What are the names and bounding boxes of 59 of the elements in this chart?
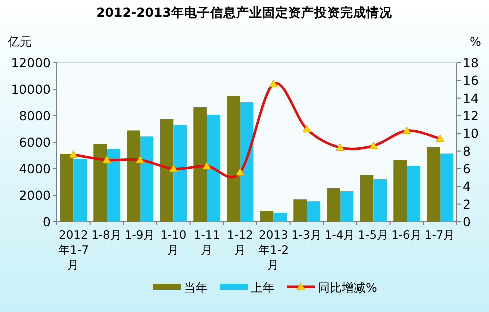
bar: [194, 108, 207, 222]
bar: [307, 202, 320, 222]
bar: [127, 130, 140, 222]
x-tick-label: 1-7月: [424, 228, 456, 242]
legend-label: 当年: [184, 281, 208, 295]
y2-tick-label: 12: [463, 108, 479, 124]
legend-label: 上年: [251, 281, 275, 295]
y-tick-label: 6000: [19, 135, 52, 150]
bar: [227, 96, 240, 222]
x-tick-label: 1-5月: [358, 228, 390, 242]
bar: [74, 159, 87, 222]
y2-tick-label: 14: [463, 90, 479, 106]
bar: [240, 102, 254, 222]
bar: [260, 211, 274, 222]
y-tick-label: 2000: [19, 188, 52, 203]
bar: [327, 188, 340, 222]
y2-tick-label: 18: [463, 56, 479, 70]
x-tick-label: 1-3月: [292, 228, 322, 242]
chart-title: 2012-2013年电子信息产业固定资产投资完成情况: [96, 5, 394, 20]
bar: [174, 125, 187, 222]
bar: [340, 192, 354, 222]
bar: [374, 179, 387, 222]
y-tick-label: 12000: [11, 56, 52, 70]
x-tick-label: 2012年1-7月: [58, 228, 90, 272]
bar: [60, 154, 74, 222]
x-tick-label: 1-10月: [160, 228, 187, 257]
y-tick-label: 8000: [19, 108, 52, 124]
x-tick-label: 2013年1-2月: [258, 228, 290, 272]
y2-tick-label: 6: [463, 162, 471, 176]
bar: [427, 147, 440, 222]
y-tick-label: 4000: [19, 162, 52, 176]
x-tick-label: 1-4月: [324, 228, 356, 242]
bar: [207, 114, 220, 222]
y-axis-title: 亿元: [7, 35, 32, 49]
y2-axis-title: %: [470, 35, 482, 49]
y2-tick-label: 16: [463, 73, 479, 88]
bar: [94, 144, 107, 222]
bar: [140, 136, 154, 222]
bar: [394, 160, 407, 222]
y2-tick-label: 0: [463, 214, 471, 230]
bar: [160, 119, 174, 222]
bar: [407, 166, 420, 222]
x-tick-label: 1-12月: [227, 228, 254, 257]
y2-tick-label: 2: [463, 196, 471, 212]
bar: [107, 149, 120, 222]
bar: [360, 175, 374, 222]
y2-tick-label: 10: [463, 126, 479, 142]
bar: [440, 154, 454, 222]
x-tick-label: 1-11月: [194, 228, 220, 257]
bar: [294, 200, 307, 222]
y-tick-label: 0: [43, 214, 52, 230]
x-tick-label: 1-9月: [124, 228, 156, 242]
bar: [274, 212, 287, 222]
y2-tick-label: 4: [463, 179, 471, 194]
x-tick-label: 1-6月: [392, 228, 422, 242]
y2-tick-label: 8: [463, 144, 471, 159]
legend-label: 同比增减%: [318, 281, 378, 295]
x-tick-label: 1-8月: [92, 228, 122, 242]
y-tick-label: 10000: [11, 82, 52, 97]
